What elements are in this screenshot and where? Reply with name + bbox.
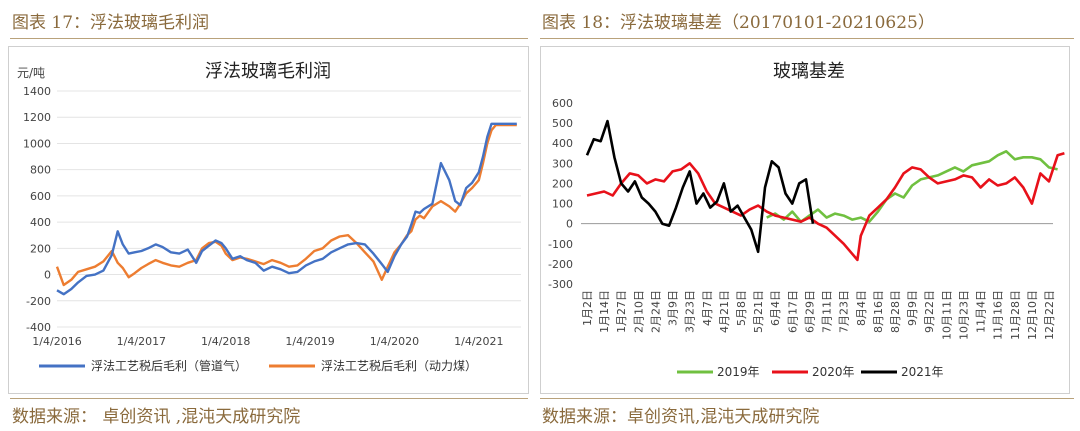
series-line-2020 (586, 152, 1065, 262)
x-tick-label: 3月9日 (667, 290, 680, 326)
y-tick-label: -200 (548, 258, 573, 271)
left-source: 数据来源： 卓创资讯 ,混沌天成研究院 (12, 407, 301, 427)
x-tick-label: 11月16日 (992, 290, 1005, 340)
y-tick-label: 400 (552, 137, 573, 150)
x-tick-label: 9月9日 (906, 290, 919, 326)
x-tick-label: 1/4/2016 (32, 335, 81, 348)
y-tick-label: -400 (26, 321, 51, 334)
left-title-rule (10, 38, 528, 39)
legend-label: 2021年 (901, 365, 944, 379)
x-tick-label: 3月23日 (684, 290, 697, 333)
series-line-2019 (766, 150, 1058, 223)
y-tick-label: -100 (548, 238, 573, 251)
left-bottom-rule (10, 398, 528, 399)
basis-line-chart: 玻璃基差 600 500 400 300 200 100 0 -100 -200 -300 1月2日 1… (548, 61, 1065, 379)
y-tick-label: 400 (30, 216, 51, 229)
chart-title: 玻璃基差 (773, 61, 845, 82)
x-tick-label: 1/4/2018 (201, 335, 250, 348)
x-tick-label: 6月17日 (786, 290, 799, 333)
x-tick-label: 1/4/2017 (117, 335, 166, 348)
x-tick-label: 6月4日 (769, 290, 782, 326)
x-tick-label: 1月27日 (615, 290, 628, 333)
x-tick-label: 4月7日 (701, 290, 714, 326)
x-tick-label: 1/4/2019 (285, 335, 334, 348)
y-tick-label: 600 (30, 190, 51, 203)
x-tick-label: 1/4/2021 (454, 335, 503, 348)
y-axis-unit: 元/吨 (17, 66, 45, 80)
x-tick-label: 1月2日 (581, 290, 594, 326)
y-tick-label: 300 (552, 157, 573, 170)
x-tick-label: 8月28日 (889, 290, 902, 333)
y-tick-label: -200 (26, 295, 51, 308)
legend-label: 2020年 (812, 365, 855, 379)
x-tick-label: 8月4日 (855, 290, 868, 326)
legend-label: 浮法工艺税后毛利（管道气） (91, 358, 247, 373)
series-line-2021 (585, 119, 815, 254)
left-figure-title: 图表 17：浮法玻璃毛利润 (12, 13, 210, 33)
right-source: 数据来源：卓创资讯,混沌天成研究院 (542, 407, 820, 427)
x-tick-label: 7月11日 (821, 290, 834, 333)
x-tick-label: 6月29日 (803, 290, 816, 333)
y-tick-label: 800 (30, 164, 51, 177)
x-tick-label: 5月21日 (752, 290, 765, 333)
legend-label: 浮法工艺税后毛利（动力煤） (321, 359, 477, 373)
x-tick-label: 5月8日 (735, 290, 748, 326)
x-tick-label: 4月21日 (718, 290, 731, 333)
legend-label: 2019年 (717, 365, 760, 379)
y-tick-label: 500 (552, 117, 573, 130)
series-line-steam-coal (55, 123, 517, 287)
right-chart-panel: 玻璃基差 600 500 400 300 200 100 0 -100 -200 -300 1月2日 1… (540, 46, 1070, 394)
right-title-rule (540, 38, 1074, 39)
x-tick-label: 8月16日 (872, 290, 885, 333)
x-tick-label: 1月14日 (598, 290, 611, 333)
x-tick-label: 11月4日 (975, 290, 988, 333)
y-tick-label: -300 (548, 278, 573, 291)
right-bottom-rule (540, 398, 1074, 399)
x-tick-label: 7月23日 (838, 290, 851, 333)
x-tick-label: 11月28日 (1009, 290, 1022, 340)
y-tick-label: 1400 (23, 85, 51, 98)
x-tick-label: 2月10日 (632, 290, 645, 333)
series-line-pipeline-gas (56, 122, 517, 296)
x-tick-label: 12月10日 (1026, 290, 1039, 340)
y-tick-label: 200 (552, 177, 573, 190)
profit-line-chart: 浮法玻璃毛利润 元/吨 1400 1200 1000 800 600 400 200 0 -200 -… (17, 61, 521, 373)
y-tick-label: 0 (44, 269, 51, 282)
x-tick-label: 12月22日 (1043, 290, 1056, 340)
x-tick-label: 2月24日 (649, 290, 662, 333)
x-tick-label: 9月22日 (923, 290, 936, 333)
y-tick-label: 1200 (23, 111, 51, 124)
x-tick-label: 1/4/2020 (370, 335, 419, 348)
y-tick-label: 0 (566, 218, 573, 231)
y-tick-label: 100 (552, 198, 573, 211)
x-tick-label: 10月23日 (957, 290, 970, 340)
y-tick-label: 600 (552, 97, 573, 110)
x-tick-label: 10月11日 (940, 290, 953, 340)
right-figure-title: 图表 18：浮法玻璃基差（20170101-20210625） (542, 13, 935, 33)
chart-title: 浮法玻璃毛利润 (205, 61, 331, 82)
left-chart-panel: 浮法玻璃毛利润 元/吨 1400 1200 1000 800 600 400 200 0 -200 -… (8, 46, 529, 394)
y-tick-label: 1000 (23, 137, 51, 150)
y-tick-label: 200 (30, 242, 51, 255)
